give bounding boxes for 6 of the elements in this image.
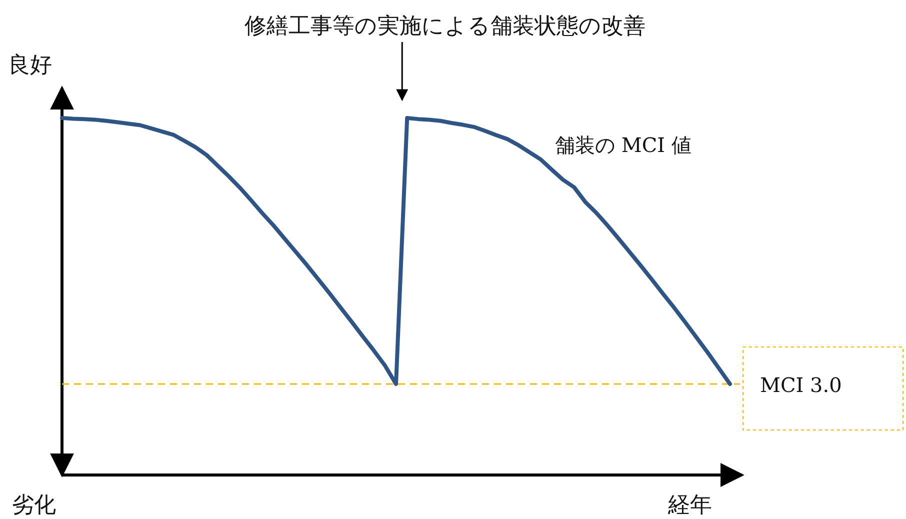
ref-line-label: MCI 3.0 xyxy=(760,372,842,397)
y-axis-title: 良好 xyxy=(8,53,52,78)
text: 劣化 xyxy=(12,493,56,518)
x-axis-title: 経年 xyxy=(667,493,712,518)
series-label: 舗装の MCI 値 xyxy=(555,133,692,157)
text: 修繕工事等の実施による舗装状態の改善 xyxy=(244,14,646,39)
